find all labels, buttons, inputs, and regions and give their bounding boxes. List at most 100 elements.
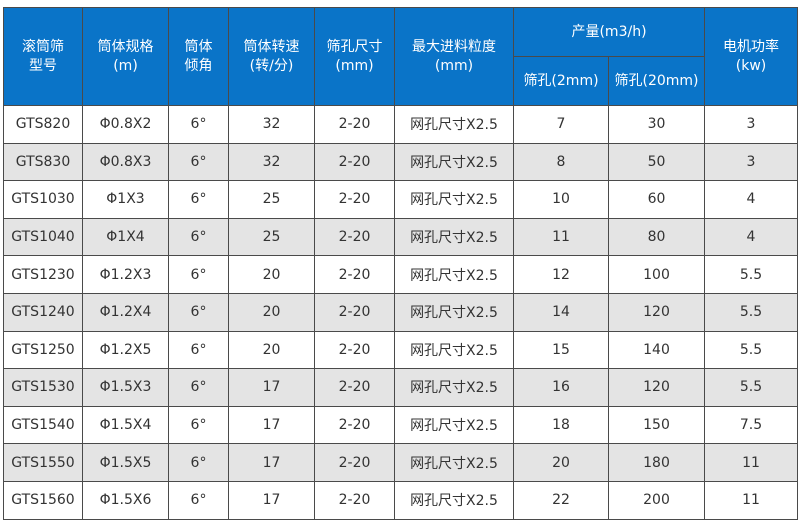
spec-table: 滚筒筛 型号 筒体规格 (m) 筒体 倾角 筒体转速 (转/分) 筛孔尺寸 (mm) 最大… (3, 7, 798, 520)
cell-power: 3 (704, 105, 798, 144)
header-model: 滚筒筛 型号 (3, 7, 83, 106)
table-row: GTS1540 Φ1.5X4 6° 17 2-20 网孔尺寸X2.5 18 150 7.5 (3, 405, 798, 445)
cell-speed: 17 (228, 405, 315, 445)
cell-model: GTS1540 (3, 405, 83, 445)
cell-power: 5.5 (704, 255, 798, 294)
cell-model: GTS1030 (3, 180, 83, 219)
table-row: GTS1040 Φ1X4 6° 25 2-20 网孔尺寸X2.5 11 80 4 (3, 217, 798, 257)
cell-model: GTS1230 (3, 255, 83, 294)
table-row: GTS820 Φ0.8X2 6° 32 2-20 网孔尺寸X2.5 7 30 3 (3, 105, 798, 144)
cell-output-2mm: 14 (513, 292, 609, 332)
cell-speed: 32 (228, 142, 315, 182)
cell-angle: 6° (168, 480, 229, 520)
cell-output-2mm: 22 (513, 480, 609, 520)
cell-feed: 网孔尺寸X2.5 (394, 292, 514, 332)
cell-output-2mm: 20 (513, 443, 609, 482)
cell-power: 5.5 (704, 330, 798, 370)
cell-hole: 2-20 (314, 105, 395, 144)
cell-model: GTS1240 (3, 292, 83, 332)
cell-model: GTS820 (3, 105, 83, 144)
header-power: 电机功率 (kw) (704, 7, 798, 106)
cell-angle: 6° (168, 255, 229, 294)
cell-speed: 25 (228, 217, 315, 257)
cell-hole: 2-20 (314, 255, 395, 294)
table-row: GTS1230 Φ1.2X3 6° 20 2-20 网孔尺寸X2.5 12 100 5.5 (3, 255, 798, 294)
cell-output-2mm: 18 (513, 405, 609, 445)
header-output-20mm: 筛孔(20mm) (608, 56, 705, 106)
cell-angle: 6° (168, 217, 229, 257)
cell-hole: 2-20 (314, 443, 395, 482)
cell-feed: 网孔尺寸X2.5 (394, 330, 514, 370)
cell-power: 11 (704, 443, 798, 482)
table-row: GTS1560 Φ1.5X6 6° 17 2-20 网孔尺寸X2.5 22 200 11 (3, 480, 798, 520)
cell-angle: 6° (168, 142, 229, 182)
cell-spec: Φ1X3 (82, 180, 169, 219)
cell-power: 3 (704, 142, 798, 182)
cell-feed: 网孔尺寸X2.5 (394, 480, 514, 520)
cell-power: 11 (704, 480, 798, 520)
cell-spec: Φ1.5X5 (82, 443, 169, 482)
cell-spec: Φ1X4 (82, 217, 169, 257)
cell-speed: 20 (228, 255, 315, 294)
cell-feed: 网孔尺寸X2.5 (394, 105, 514, 144)
header-speed: 筒体转速 (转/分) (228, 7, 315, 106)
table-row: GTS1030 Φ1X3 6° 25 2-20 网孔尺寸X2.5 10 60 4 (3, 180, 798, 219)
header-spec: 筒体规格 (m) (82, 7, 169, 106)
cell-output-2mm: 7 (513, 105, 609, 144)
cell-model: GTS830 (3, 142, 83, 182)
cell-spec: Φ1.2X3 (82, 255, 169, 294)
cell-speed: 25 (228, 180, 315, 219)
cell-angle: 6° (168, 105, 229, 144)
cell-feed: 网孔尺寸X2.5 (394, 405, 514, 445)
cell-output-20mm: 120 (608, 292, 705, 332)
cell-angle: 6° (168, 443, 229, 482)
cell-spec: Φ1.5X4 (82, 405, 169, 445)
cell-output-2mm: 10 (513, 180, 609, 219)
cell-angle: 6° (168, 405, 229, 445)
table-row: GTS1240 Φ1.2X4 6° 20 2-20 网孔尺寸X2.5 14 120 5.5 (3, 292, 798, 332)
cell-feed: 网孔尺寸X2.5 (394, 443, 514, 482)
cell-feed: 网孔尺寸X2.5 (394, 217, 514, 257)
cell-power: 4 (704, 217, 798, 257)
cell-hole: 2-20 (314, 217, 395, 257)
header-hole: 筛孔尺寸 (mm) (314, 7, 395, 106)
cell-hole: 2-20 (314, 292, 395, 332)
cell-output-2mm: 15 (513, 330, 609, 370)
cell-spec: Φ1.5X6 (82, 480, 169, 520)
cell-speed: 17 (228, 368, 315, 407)
cell-spec: Φ1.2X5 (82, 330, 169, 370)
cell-speed: 17 (228, 480, 315, 520)
cell-output-20mm: 200 (608, 480, 705, 520)
cell-hole: 2-20 (314, 180, 395, 219)
cell-power: 5.5 (704, 292, 798, 332)
cell-output-20mm: 150 (608, 405, 705, 445)
cell-output-20mm: 180 (608, 443, 705, 482)
cell-model: GTS1560 (3, 480, 83, 520)
cell-hole: 2-20 (314, 142, 395, 182)
cell-speed: 20 (228, 330, 315, 370)
cell-output-20mm: 80 (608, 217, 705, 257)
cell-speed: 20 (228, 292, 315, 332)
cell-output-20mm: 120 (608, 368, 705, 407)
cell-spec: Φ1.2X4 (82, 292, 169, 332)
table-row: GTS1550 Φ1.5X5 6° 17 2-20 网孔尺寸X2.5 20 180 11 (3, 443, 798, 482)
header-output-2mm: 筛孔(2mm) (513, 56, 609, 106)
cell-angle: 6° (168, 368, 229, 407)
cell-speed: 32 (228, 105, 315, 144)
cell-speed: 17 (228, 443, 315, 482)
cell-hole: 2-20 (314, 330, 395, 370)
table-row: GTS1250 Φ1.2X5 6° 20 2-20 网孔尺寸X2.5 15 140 5.5 (3, 330, 798, 370)
cell-output-20mm: 30 (608, 105, 705, 144)
cell-output-2mm: 16 (513, 368, 609, 407)
cell-feed: 网孔尺寸X2.5 (394, 255, 514, 294)
cell-spec: Φ1.5X3 (82, 368, 169, 407)
header-angle: 筒体 倾角 (168, 7, 229, 106)
cell-model: GTS1040 (3, 217, 83, 257)
cell-output-20mm: 60 (608, 180, 705, 219)
cell-hole: 2-20 (314, 480, 395, 520)
cell-feed: 网孔尺寸X2.5 (394, 368, 514, 407)
cell-angle: 6° (168, 180, 229, 219)
cell-feed: 网孔尺寸X2.5 (394, 180, 514, 219)
cell-spec: Φ0.8X2 (82, 105, 169, 144)
table-row: GTS1530 Φ1.5X3 6° 17 2-20 网孔尺寸X2.5 16 120 5.5 (3, 368, 798, 407)
